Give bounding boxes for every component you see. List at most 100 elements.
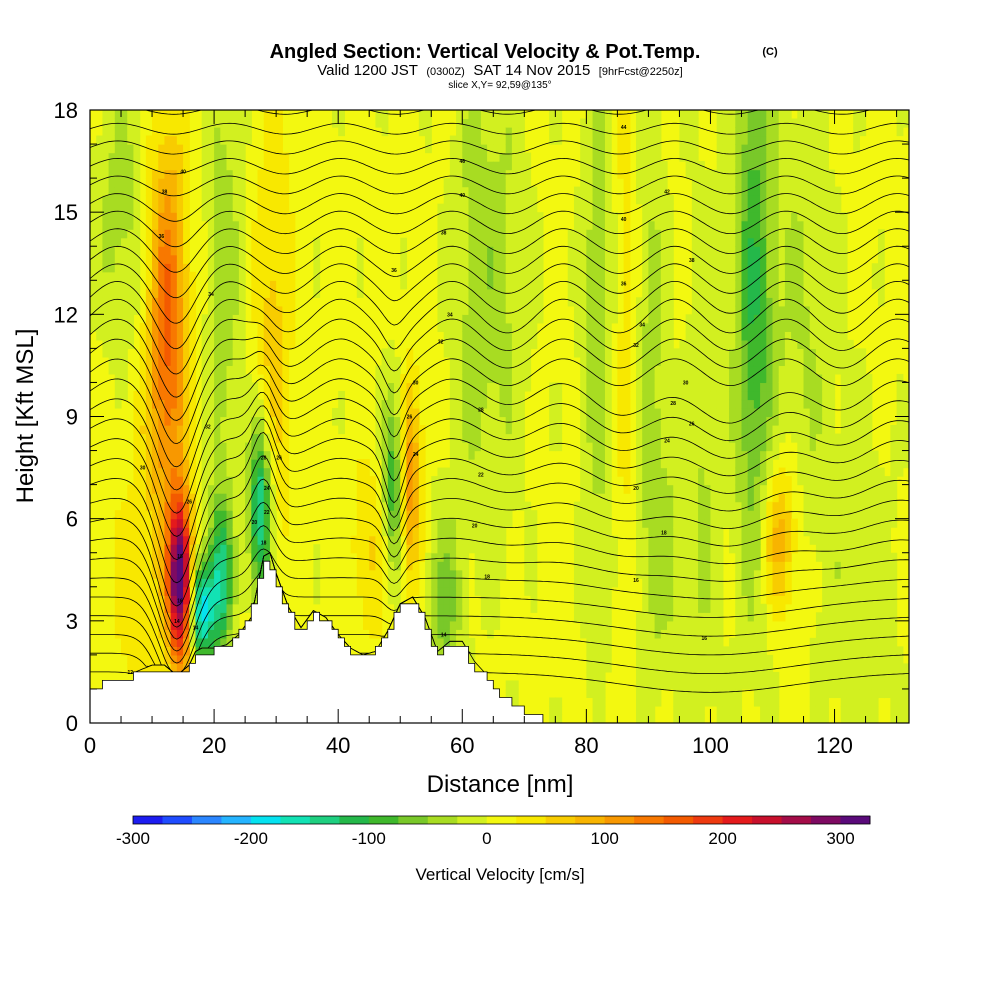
- velocity-cell: [269, 297, 277, 307]
- velocity-cell: [499, 220, 507, 230]
- velocity-cell: [251, 407, 259, 418]
- velocity-cell: [282, 195, 290, 205]
- velocity-cell: [102, 220, 110, 230]
- velocity-cell: [207, 331, 215, 341]
- velocity-cell: [716, 578, 724, 588]
- velocity-cell: [176, 527, 184, 537]
- velocity-cell: [735, 595, 743, 605]
- velocity-cell: [121, 152, 128, 162]
- velocity-cell: [753, 612, 761, 622]
- velocity-cell: [573, 220, 581, 230]
- velocity-cell: [667, 663, 674, 673]
- velocity-cell: [226, 339, 234, 349]
- velocity-cell: [474, 254, 482, 264]
- velocity-cell: [604, 152, 612, 162]
- velocity-cell: [232, 527, 240, 537]
- velocity-cell: [722, 407, 730, 418]
- velocity-cell: [437, 229, 445, 239]
- velocity-cell: [766, 169, 774, 179]
- velocity-cell: [164, 569, 172, 579]
- velocity-cell: [698, 484, 705, 494]
- velocity-cell: [232, 127, 240, 137]
- velocity-cell: [207, 229, 215, 239]
- velocity-cell: [276, 365, 283, 375]
- velocity-cell: [536, 237, 544, 247]
- velocity-cell: [654, 544, 662, 554]
- velocity-cell: [654, 246, 662, 256]
- velocity-cell: [406, 569, 414, 579]
- velocity-cell: [238, 288, 246, 298]
- velocity-cell: [691, 603, 699, 613]
- velocity-cell: [263, 544, 271, 554]
- velocity-cell: [549, 127, 556, 137]
- velocity-cell: [145, 569, 153, 579]
- velocity-cell: [158, 339, 166, 349]
- velocity-cell: [387, 348, 395, 358]
- velocity-cell: [735, 714, 743, 723]
- velocity-cell: [102, 339, 110, 349]
- velocity-cell: [412, 467, 420, 477]
- velocity-cell: [580, 629, 587, 639]
- velocity-cell: [449, 152, 457, 162]
- velocity-cell: [623, 365, 631, 375]
- velocity-cell: [704, 450, 712, 460]
- velocity-cell: [480, 195, 488, 205]
- velocity-cell: [722, 442, 730, 452]
- velocity-cell: [617, 152, 625, 162]
- velocity-cell: [381, 467, 389, 477]
- velocity-cell: [753, 254, 761, 264]
- velocity-cell: [96, 169, 103, 179]
- velocity-cell: [766, 527, 774, 537]
- velocity-cell: [735, 246, 743, 256]
- velocity-cell: [716, 237, 724, 247]
- velocity-cell: [170, 595, 178, 605]
- velocity-cell: [660, 476, 668, 486]
- velocity-cell: [468, 220, 476, 230]
- velocity-cell: [698, 331, 705, 341]
- velocity-cell: [617, 161, 625, 171]
- velocity-cell: [176, 322, 184, 332]
- velocity-cell: [226, 220, 234, 230]
- velocity-cell: [592, 144, 600, 154]
- velocity-cell: [282, 254, 290, 264]
- velocity-cell: [704, 314, 712, 324]
- velocity-cell: [449, 425, 457, 435]
- velocity-cell: [753, 135, 761, 145]
- velocity-cell: [654, 305, 662, 315]
- velocity-cell: [753, 544, 761, 554]
- velocity-cell: [710, 527, 718, 537]
- velocity-cell: [331, 407, 339, 418]
- velocity-cell: [164, 450, 172, 460]
- velocity-cell: [679, 501, 687, 511]
- velocity-cell: [406, 552, 414, 562]
- velocity-cell: [282, 501, 290, 511]
- velocity-cell: [691, 595, 699, 605]
- velocity-cell: [313, 561, 321, 571]
- velocity-cell: [729, 425, 736, 435]
- velocity-cell: [642, 501, 649, 511]
- velocity-cell: [511, 271, 519, 281]
- velocity-cell: [636, 356, 643, 367]
- velocity-cell: [133, 620, 141, 630]
- velocity-cell: [598, 144, 606, 154]
- velocity-cell: [592, 603, 600, 613]
- velocity-cell: [238, 229, 246, 239]
- velocity-cell: [121, 186, 128, 196]
- velocity-cell: [232, 254, 240, 264]
- velocity-cell: [710, 654, 718, 664]
- velocity-cell: [226, 552, 234, 562]
- velocity-cell: [263, 237, 271, 247]
- velocity-cell: [667, 229, 674, 239]
- velocity-cell: [654, 688, 662, 699]
- velocity-cell: [170, 161, 178, 171]
- velocity-cell: [493, 118, 501, 128]
- velocity-cell: [642, 620, 649, 630]
- velocity-cell: [133, 459, 141, 469]
- velocity-cell: [474, 510, 482, 520]
- velocity-cell: [778, 535, 786, 545]
- velocity-cell: [121, 263, 128, 273]
- velocity-cell: [214, 152, 221, 162]
- velocity-cell: [238, 544, 246, 554]
- velocity-cell: [257, 544, 265, 554]
- velocity-cell: [170, 280, 178, 290]
